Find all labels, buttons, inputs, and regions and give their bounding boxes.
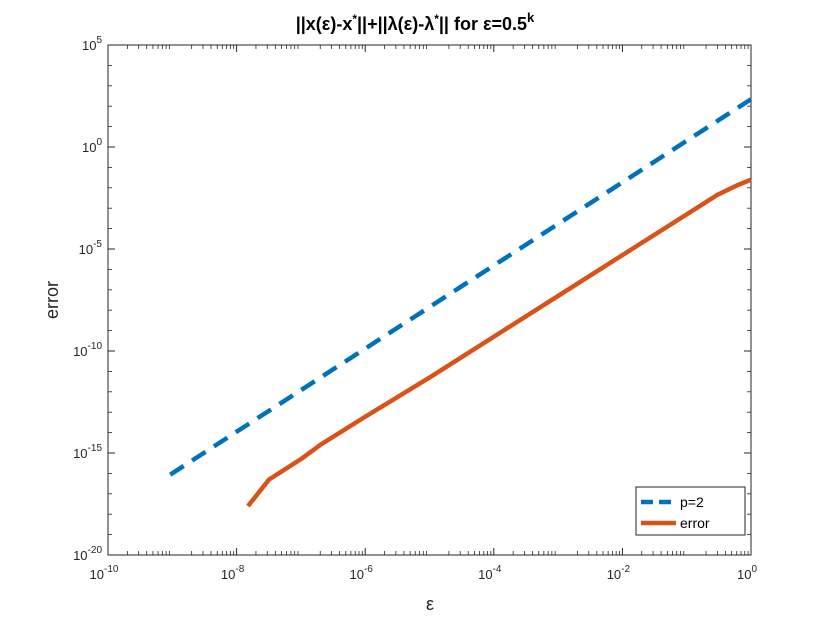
x-tick-label: 10-4: [478, 564, 502, 582]
legend-box: [635, 486, 746, 536]
x-tick-label: 10-8: [221, 564, 245, 582]
series-line-error: [246, 177, 752, 508]
y-tick-label: 10-5: [79, 239, 103, 257]
legend-label-error: error: [680, 515, 710, 531]
y-axis-label: error: [42, 281, 62, 319]
y-tick-label: 105: [82, 35, 102, 53]
chart-title: ||x(ε)-x*||+||λ(ε)-λ*|| for ε=0.5k: [296, 10, 535, 34]
legend-label-p2: p=2: [680, 494, 704, 510]
y-tick-labels: 10-20 10-15 10-10 10-5 100 105: [73, 35, 102, 563]
major-ticks: [107, 44, 752, 556]
series-line-p2: [169, 97, 753, 477]
x-tick-label: 10-2: [607, 564, 631, 582]
plot-area: [107, 44, 752, 556]
x-tick-label: 10-10: [90, 564, 119, 582]
x-axis-label: ε: [426, 594, 434, 614]
y-tick-label: 10-20: [73, 545, 102, 563]
y-tick-label: 100: [82, 137, 102, 155]
minor-ticks: [108, 44, 751, 556]
x-tick-label: 100: [737, 564, 757, 582]
x-tick-labels: 10-10 10-8 10-6 10-4 10-2 100: [90, 564, 758, 582]
y-tick-label: 10-15: [73, 443, 102, 461]
y-tick-label: 10-10: [73, 341, 102, 359]
x-tick-label: 10-6: [350, 564, 374, 582]
series-lines: [169, 97, 753, 508]
legend: p=2 error: [635, 486, 746, 536]
